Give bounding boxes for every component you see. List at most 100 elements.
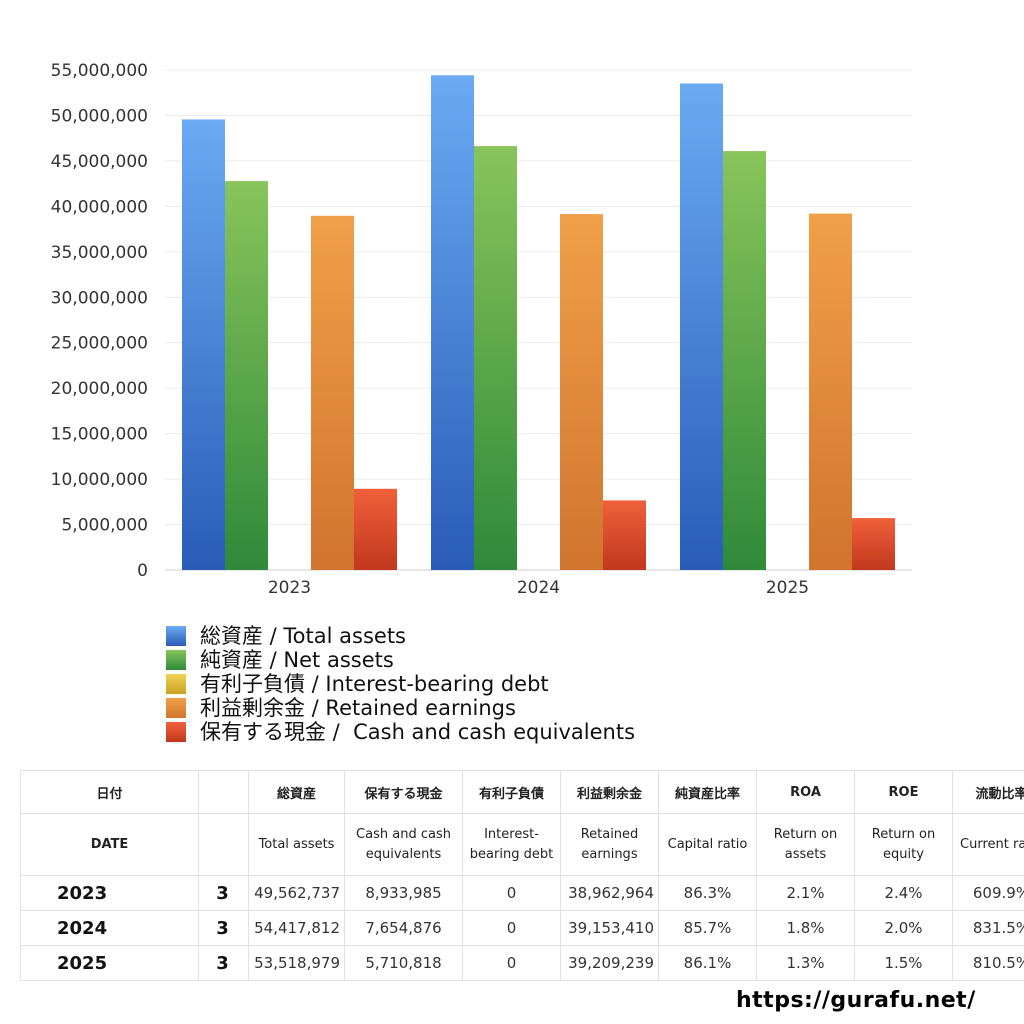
bar-chart: 0 5,000,000 10,000,000 15,000,000 20,000,000… <box>51 61 912 598</box>
row-cash: 8,933,985 <box>344 875 463 911</box>
table-row: 2024 3 54,417,812 7,654,876 0 39,153,410… <box>20 910 1024 946</box>
header-debt-jp: 有利子負債 <box>462 770 561 814</box>
row-retained: 38,962,964 <box>560 875 659 911</box>
chart-legend: 総資産 / Total assets 純資産 / Net assets 有利子負… <box>166 624 635 744</box>
bar-2025-series-3 <box>809 213 852 570</box>
row-cash: 7,654,876 <box>344 910 463 946</box>
header-roa-jp: ROA <box>756 770 855 814</box>
header-month-jp <box>198 770 249 814</box>
row-month: 3 <box>198 945 249 981</box>
legend-swatch-retained-earnings <box>166 698 186 718</box>
row-debt: 0 <box>462 875 561 911</box>
y-tick-label: 45,000,000 <box>51 152 148 172</box>
row-roa: 1.3% <box>756 945 855 981</box>
bar-2023-series-0 <box>182 119 225 571</box>
header-roa-en: Return on assets <box>756 813 855 876</box>
header-roe-en: Return on equity <box>854 813 953 876</box>
legend-label-retained-earnings: 利益剰余金 / Retained earnings <box>200 696 516 720</box>
legend-label-net-assets: 純資産 / Net assets <box>200 648 394 672</box>
legend-swatch-interest-bearing-debt <box>166 674 186 694</box>
table-row: 2025 3 53,518,979 5,710,818 0 39,209,239… <box>20 945 1024 981</box>
x-axis-category-labels: 2023 2024 2025 <box>268 578 809 598</box>
header-cash-jp: 保有する現金 <box>344 770 463 814</box>
site-url: https://gurafu.net/ <box>736 988 976 1013</box>
row-capital-ratio: 86.1% <box>658 945 757 981</box>
row-retained: 39,153,410 <box>560 910 659 946</box>
header-current-ratio-jp: 流動比率 <box>952 770 1024 814</box>
row-roa: 2.1% <box>756 875 855 911</box>
row-retained: 39,209,239 <box>560 945 659 981</box>
legend-swatch-net-assets <box>166 650 186 670</box>
bar-2024-series-0 <box>431 75 474 571</box>
table-header-en-row: DATE Total assets Cash and cash equivale… <box>20 813 1024 876</box>
y-tick-label: 10,000,000 <box>51 470 148 490</box>
legend-item-retained-earnings: 利益剰余金 / Retained earnings <box>166 696 635 720</box>
y-tick-label: 25,000,000 <box>51 334 148 354</box>
header-date-jp: 日付 <box>20 770 199 814</box>
y-tick-label: 30,000,000 <box>51 288 148 308</box>
bar-2024-series-4 <box>603 500 646 570</box>
gridlines <box>165 69 912 571</box>
y-tick-label: 55,000,000 <box>51 61 148 81</box>
row-roe: 1.5% <box>854 945 953 981</box>
header-month-en <box>198 813 249 876</box>
bar-2024-series-1 <box>474 146 517 570</box>
header-cash-en: Cash and cash equivalents <box>344 813 463 876</box>
row-roe: 2.4% <box>854 875 953 911</box>
legend-item-total-assets: 総資産 / Total assets <box>166 624 635 648</box>
y-tick-label: 20,000,000 <box>51 379 148 399</box>
row-year: 2024 <box>20 910 199 946</box>
y-tick-label: 15,000,000 <box>51 425 148 445</box>
y-axis-tick-labels: 0 5,000,000 10,000,000 15,000,000 20,000,000… <box>51 61 148 581</box>
row-cash: 5,710,818 <box>344 945 463 981</box>
legend-swatch-cash <box>166 722 186 742</box>
financial-data-table: 日付 総資産 保有する現金 有利子負債 利益剰余金 純資産比率 ROA ROE … <box>20 770 1024 981</box>
x-category-label: 2023 <box>268 578 311 598</box>
row-capital-ratio: 85.7% <box>658 910 757 946</box>
legend-label-total-assets: 総資産 / Total assets <box>200 624 406 648</box>
row-month: 3 <box>198 875 249 911</box>
header-roe-jp: ROE <box>854 770 953 814</box>
row-month: 3 <box>198 910 249 946</box>
bar-2025-series-4 <box>852 518 895 570</box>
x-category-label: 2025 <box>766 578 809 598</box>
legend-item-net-assets: 純資産 / Net assets <box>166 648 635 672</box>
header-debt-en: Interest-bearing debt <box>462 813 561 876</box>
header-capital-ratio-jp: 純資産比率 <box>658 770 757 814</box>
legend-item-cash: 保有する現金 / Cash and cash equivalents <box>166 720 635 744</box>
row-current-ratio: 831.5% <box>952 910 1024 946</box>
table-row: 2023 3 49,562,737 8,933,985 0 38,962,964… <box>20 875 1024 911</box>
row-year: 2023 <box>20 875 199 911</box>
y-tick-label: 5,000,000 <box>61 516 148 536</box>
header-current-ratio-en: Current ratio <box>952 813 1024 876</box>
bar-2023-series-3 <box>311 215 354 570</box>
legend-label-interest-bearing-debt: 有利子負債 / Interest-bearing debt <box>200 672 549 696</box>
y-tick-label: 50,000,000 <box>51 106 148 126</box>
y-tick-label: 40,000,000 <box>51 197 148 217</box>
row-year: 2025 <box>20 945 199 981</box>
bar-2025-series-0 <box>680 83 723 570</box>
row-total-assets: 49,562,737 <box>248 875 345 911</box>
header-total-assets-jp: 総資産 <box>248 770 345 814</box>
row-current-ratio: 609.9% <box>952 875 1024 911</box>
row-capital-ratio: 86.3% <box>658 875 757 911</box>
bar-2023-series-4 <box>354 488 397 570</box>
row-debt: 0 <box>462 910 561 946</box>
row-roe: 2.0% <box>854 910 953 946</box>
row-roa: 1.8% <box>756 910 855 946</box>
header-capital-ratio-en: Capital ratio <box>658 813 757 876</box>
header-date-en: DATE <box>20 813 199 876</box>
legend-item-interest-bearing-debt: 有利子負債 / Interest-bearing debt <box>166 672 635 696</box>
row-total-assets: 53,518,979 <box>248 945 345 981</box>
legend-label-cash: 保有する現金 / Cash and cash equivalents <box>200 720 636 744</box>
x-category-label: 2024 <box>517 578 560 598</box>
header-retained-jp: 利益剰余金 <box>560 770 659 814</box>
y-tick-label: 0 <box>137 561 148 581</box>
table-header-jp-row: 日付 総資産 保有する現金 有利子負債 利益剰余金 純資産比率 ROA ROE … <box>20 770 1024 814</box>
bar-2025-series-1 <box>723 151 766 570</box>
bar-2024-series-3 <box>560 214 603 570</box>
bars <box>182 75 895 571</box>
row-debt: 0 <box>462 945 561 981</box>
row-current-ratio: 810.5% <box>952 945 1024 981</box>
header-retained-en: Retained earnings <box>560 813 659 876</box>
